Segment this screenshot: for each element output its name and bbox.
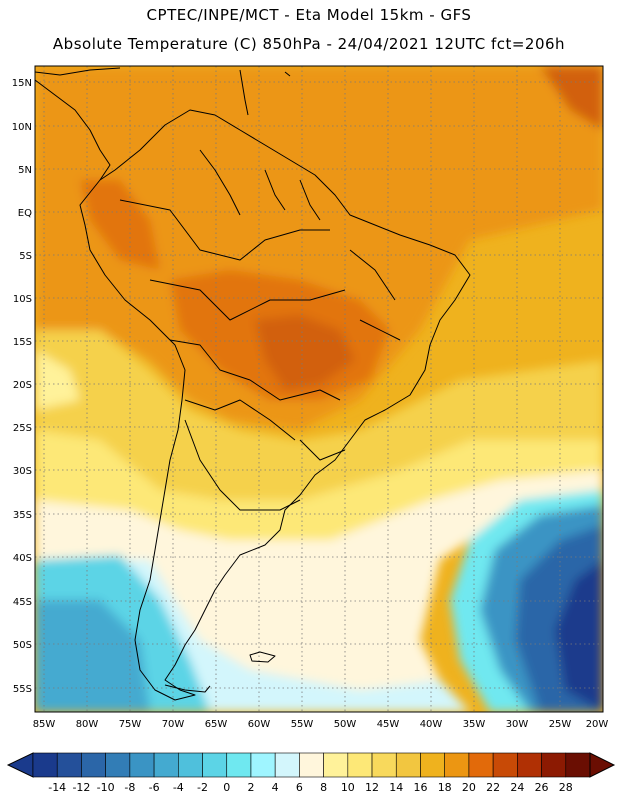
lat-label-45s: 45S	[13, 597, 32, 608]
lat-label-5s: 5S	[19, 251, 32, 262]
coastlines	[35, 67, 471, 701]
graticule	[35, 66, 603, 712]
lat-label-35s: 35S	[13, 510, 32, 521]
colorbar-swatch	[565, 752, 591, 778]
colorbar-swatch	[444, 752, 470, 778]
colorbar-tick-label: -6	[149, 781, 160, 794]
lon-label-55w: 55W	[291, 719, 314, 730]
colorbar-tick-label: 16	[413, 781, 427, 794]
colorbar-tick-label: 4	[272, 781, 279, 794]
colorbar-swatch	[395, 752, 421, 778]
colorbar: -14 -12 -10 -8 -6 -4 -2 0 2 4 6 8 10 12 14 16 18 20 22 24 26…	[6, 752, 616, 794]
colorbar-tick-label: -8	[124, 781, 135, 794]
lat-label-25s: 25S	[13, 423, 32, 434]
chart-title-line1: CPTEC/INPE/MCT - Eta Model 15km - GFS	[146, 6, 472, 24]
colorbar-swatch	[299, 752, 324, 778]
lon-label-70w: 70W	[162, 719, 185, 730]
colorbar-swatch	[250, 752, 276, 778]
lon-label-50w: 50W	[334, 719, 357, 730]
colorbar-swatch	[226, 752, 252, 778]
map-border	[34, 65, 604, 713]
colorbar-swatch	[153, 752, 179, 778]
colorbar-swatch	[32, 752, 58, 778]
lon-label-60w: 60W	[248, 719, 271, 730]
colorbar-tick-label: -10	[97, 781, 115, 794]
latitude-labels: 15N 10N 5N EQ 5S 10S 15S 20S 25S 30S 35S 40S 45S 50S 5…	[12, 78, 32, 695]
lon-label-30w: 30W	[506, 719, 529, 730]
colorbar-tick-label: 12	[365, 781, 379, 794]
colorbar-swatch	[517, 752, 542, 778]
lat-label-10n: 10N	[12, 122, 32, 133]
colorbar-tick-label: 22	[486, 781, 500, 794]
colorbar-swatch	[420, 752, 445, 778]
lat-label-40s: 40S	[13, 553, 32, 564]
colorbar-swatch	[468, 752, 494, 778]
lon-label-80w: 80W	[76, 719, 99, 730]
colorbar-swatch	[492, 752, 518, 778]
colorbar-swatch	[347, 752, 373, 778]
lat-label-eq: EQ	[18, 208, 32, 219]
lon-label-20w: 20W	[586, 719, 609, 730]
colorbar-tick-label: -14	[48, 781, 66, 794]
colorbar-tick-label: 6	[296, 781, 303, 794]
colorbar-tick-label: 0	[223, 781, 230, 794]
colorbar-swatch	[371, 752, 397, 778]
colorbar-tick-label: 28	[559, 781, 573, 794]
colorbar-swatch	[56, 752, 82, 778]
colorbar-swatch	[274, 752, 300, 778]
colorbar-tick-label: 10	[341, 781, 355, 794]
lat-label-5n: 5N	[18, 165, 32, 176]
colorbar-tick-label: -2	[197, 781, 208, 794]
colorbar-tick-label: 14	[389, 781, 403, 794]
longitude-labels: 85W 80W 75W 70W 65W 60W 55W 50W 45W 40W 35W 30W 25W 2…	[33, 719, 609, 730]
lat-label-55s: 55S	[13, 684, 32, 695]
chart-title-line2: Absolute Temperature (C) 850hPa - 24/04/…	[52, 35, 566, 53]
colorbar-tick-label: -12	[72, 781, 90, 794]
colorbar-right-arrow	[589, 752, 616, 778]
colorbar-tick-label: 8	[320, 781, 327, 794]
colorbar-tick-label: 26	[535, 781, 549, 794]
lat-label-30s: 30S	[13, 466, 32, 477]
colorbar-swatch	[178, 752, 203, 778]
colorbar-swatch	[202, 752, 228, 778]
lon-label-85w: 85W	[33, 719, 56, 730]
lat-label-50s: 50S	[13, 640, 32, 651]
colorbar-swatch	[323, 752, 349, 778]
colorbar-swatch	[81, 752, 106, 778]
colorbar-tick-label: 24	[510, 781, 524, 794]
lat-label-15n: 15N	[12, 78, 32, 89]
colorbar-tick-label: 2	[247, 781, 254, 794]
lon-label-35w: 35W	[463, 719, 486, 730]
colorbar-tick-label: -4	[173, 781, 184, 794]
lat-label-15s: 15S	[13, 337, 32, 348]
temperature-field	[35, 66, 603, 712]
lon-label-65w: 65W	[205, 719, 228, 730]
lon-label-25w: 25W	[549, 719, 572, 730]
lat-label-10s: 10S	[13, 294, 32, 305]
colorbar-tick-label: 18	[438, 781, 452, 794]
colorbar-swatch	[541, 752, 567, 778]
lon-label-45w: 45W	[377, 719, 400, 730]
lon-label-40w: 40W	[420, 719, 443, 730]
colorbar-swatch	[129, 752, 155, 778]
colorbar-left-arrow	[6, 752, 34, 778]
lat-label-20s: 20S	[13, 380, 32, 391]
lon-label-75w: 75W	[119, 719, 142, 730]
colorbar-tick-label: 20	[462, 781, 476, 794]
colorbar-swatch	[105, 752, 131, 778]
